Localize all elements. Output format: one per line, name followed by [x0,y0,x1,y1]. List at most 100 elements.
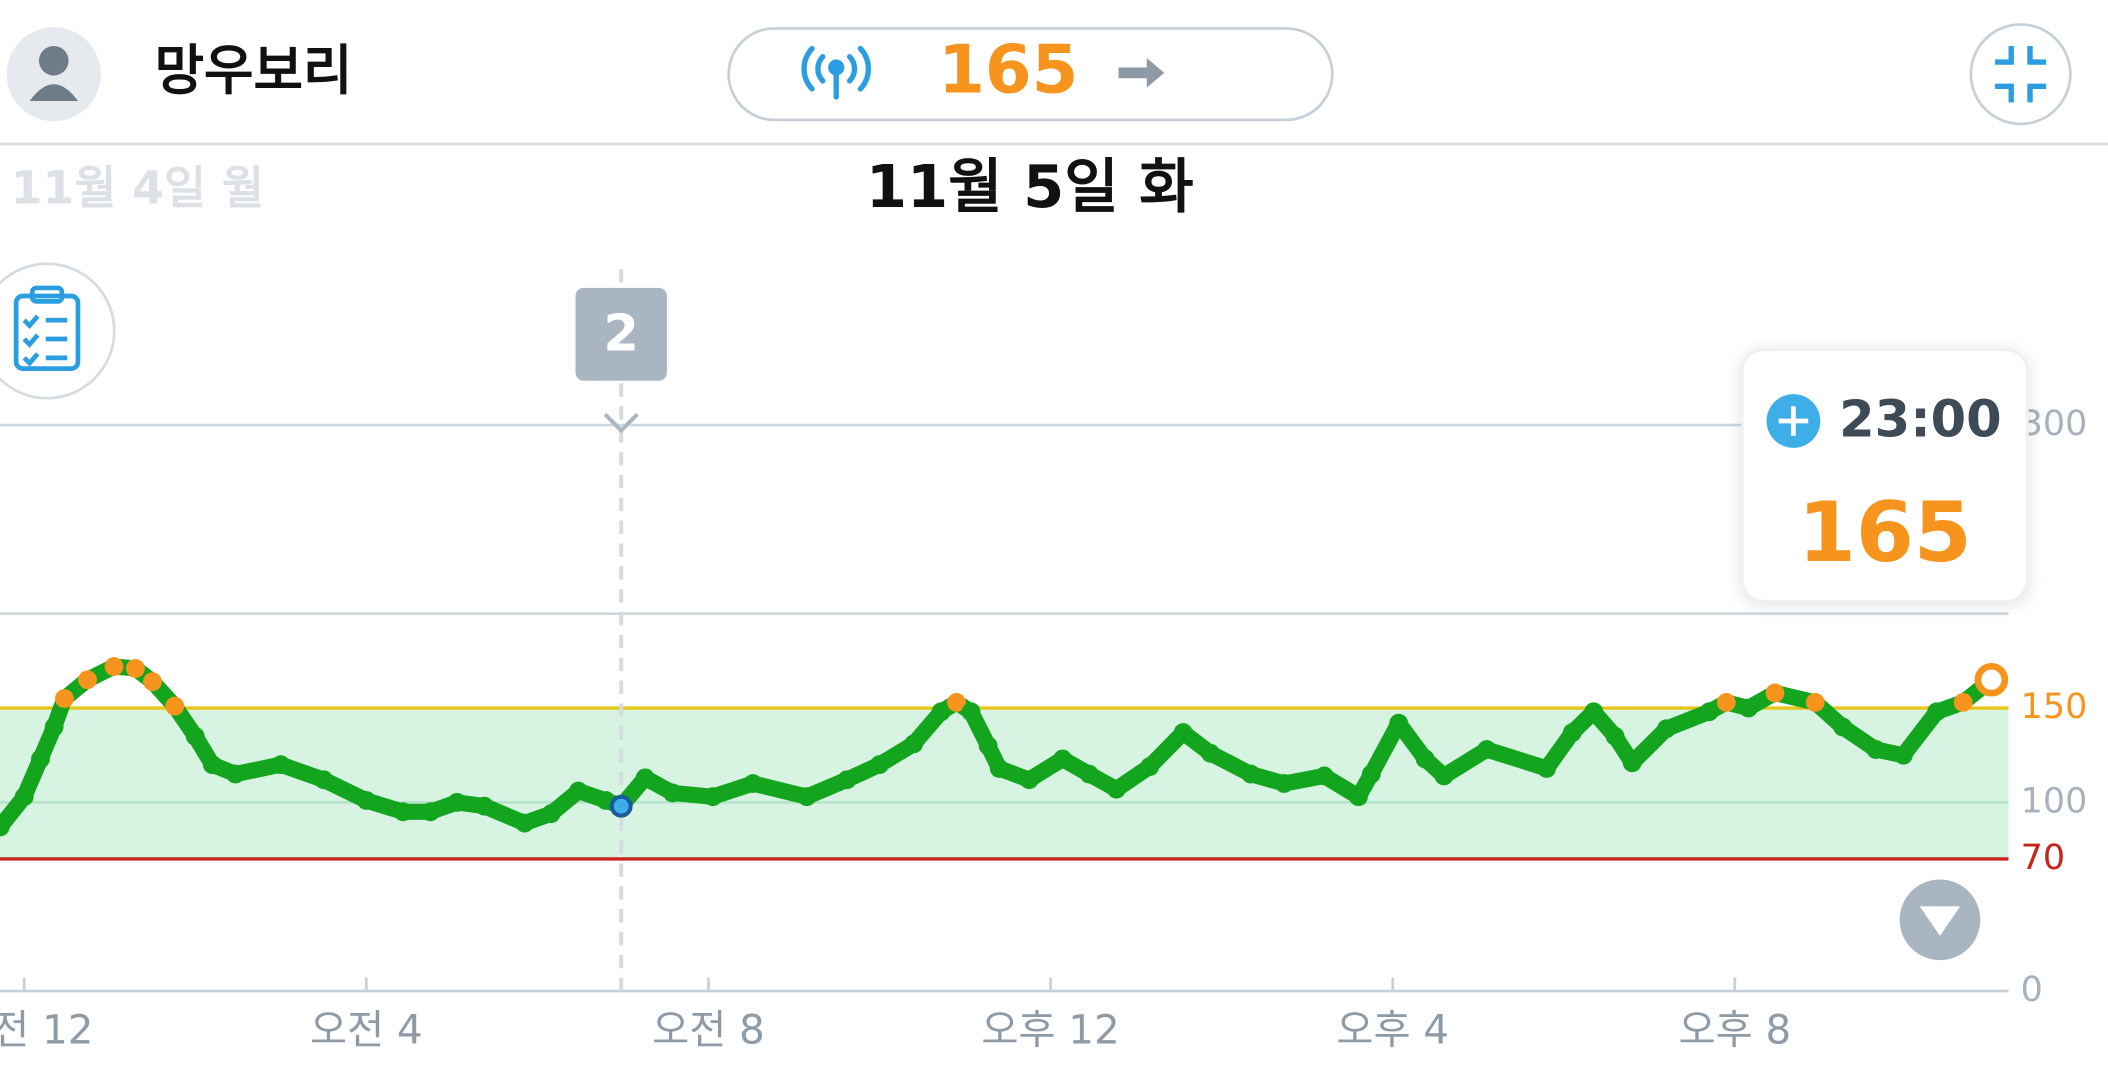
reading-point [837,770,857,790]
reading-point [1953,692,1973,712]
reading-point [314,770,333,790]
status-pill[interactable] [727,27,1334,122]
trend-arrow [1118,58,1165,88]
avatar-head [38,45,69,76]
reading-point [1699,702,1719,722]
reading-point [54,689,74,709]
reading-point [947,692,966,712]
reading-point [1415,749,1435,769]
x-tick-label: 오후 8 [1678,1007,1791,1054]
reading-point [797,787,817,807]
reading-point [1019,770,1039,790]
reading-point [1562,723,1582,742]
reading-point [1622,753,1642,773]
reading-point [1079,764,1099,784]
reading-point [703,787,723,807]
reading-point [1349,787,1368,807]
reading-point [743,774,763,793]
reading-point [143,672,162,692]
reading-point [663,783,682,803]
reading-point [1140,757,1160,776]
reading-point [1974,662,2009,697]
reading-point [870,755,889,775]
tooltip-value: 165 [1798,484,1972,581]
y-tick-label: 300 [2021,404,2088,444]
collapse-icon [1995,45,2047,103]
y-tick-label: 70 [2021,838,2065,878]
y-tick-label: 150 [2021,687,2088,727]
event-marker[interactable] [575,287,667,381]
reading-point [1893,745,1913,765]
reading-point [1314,766,1334,786]
reading-point [1537,759,1557,778]
avatar-body [29,84,78,102]
clipboard-icon [13,285,81,371]
reading-point [1477,740,1497,759]
reading-point [1434,766,1454,786]
x-tick-label: 오후 4 [1336,1007,1449,1054]
reading-point [1584,702,1604,722]
reading-point [44,717,64,737]
reading-point [1173,723,1193,742]
collapse-button[interactable] [1969,23,2072,126]
reading-point [1866,740,1886,759]
x-tick-label: 오전 12 [0,1007,93,1054]
reading-point [421,802,440,822]
reading-point [1716,692,1736,712]
reading-point [1107,779,1126,799]
plot: 0 70 100 150 300 오전 12 오전 4 오전 8 오후 12 오후 4 오후 8 2 [0,269,2087,1054]
reading-point [989,759,1009,778]
reading-point [1833,717,1852,737]
reading-point [1605,726,1625,746]
reading-point [978,736,998,756]
reading-point [1927,702,1947,722]
reading-point [1656,719,1676,739]
reading-point [14,787,34,807]
reading-point [78,670,97,690]
reading-point [185,726,205,746]
reading-point [1739,698,1758,718]
reading-point [104,657,124,676]
user-name: 망우보리 [155,39,353,102]
reading-point [31,749,50,769]
reading-point [226,764,245,784]
add-icon-plus [1778,406,1809,436]
target-band [0,708,2009,859]
reading-point [474,796,494,816]
y-tick-label: 0 [2021,970,2043,1010]
reading-point [1053,749,1072,769]
reading-point [356,791,376,810]
reading-point [447,792,467,812]
reading-point [165,696,185,716]
x-tick-label: 오후 12 [981,1007,1119,1054]
reading-point [515,813,534,833]
reading-point [271,755,291,775]
reading-point [961,702,981,722]
header: 망우보리 165 [0,23,2108,146]
overlay: 23:00 165 [1740,348,2029,961]
reading-point [393,802,413,822]
reading-point [202,755,222,775]
event-label: 2 [603,304,639,363]
signal-icon [801,45,872,100]
reading-point [609,794,633,818]
reading-point [1241,764,1261,784]
x-tick-label: 오전 8 [652,1007,765,1054]
reading-point [541,804,561,824]
tooltip-time: 23:00 [1839,390,2002,449]
reading-point [1389,713,1409,733]
reading-point [1805,692,1825,712]
reading-point [569,781,588,801]
reading-point [0,817,10,837]
reading-point [904,734,924,754]
scroll-down-icon [1919,906,1961,936]
reading-point [635,768,655,788]
previous-date[interactable]: 11월 4일 월 [11,162,264,215]
reading-point [1274,774,1294,793]
reading-point [1361,764,1381,784]
reading-point [125,659,145,678]
reading-point [1201,743,1220,763]
reading-point [931,702,951,722]
